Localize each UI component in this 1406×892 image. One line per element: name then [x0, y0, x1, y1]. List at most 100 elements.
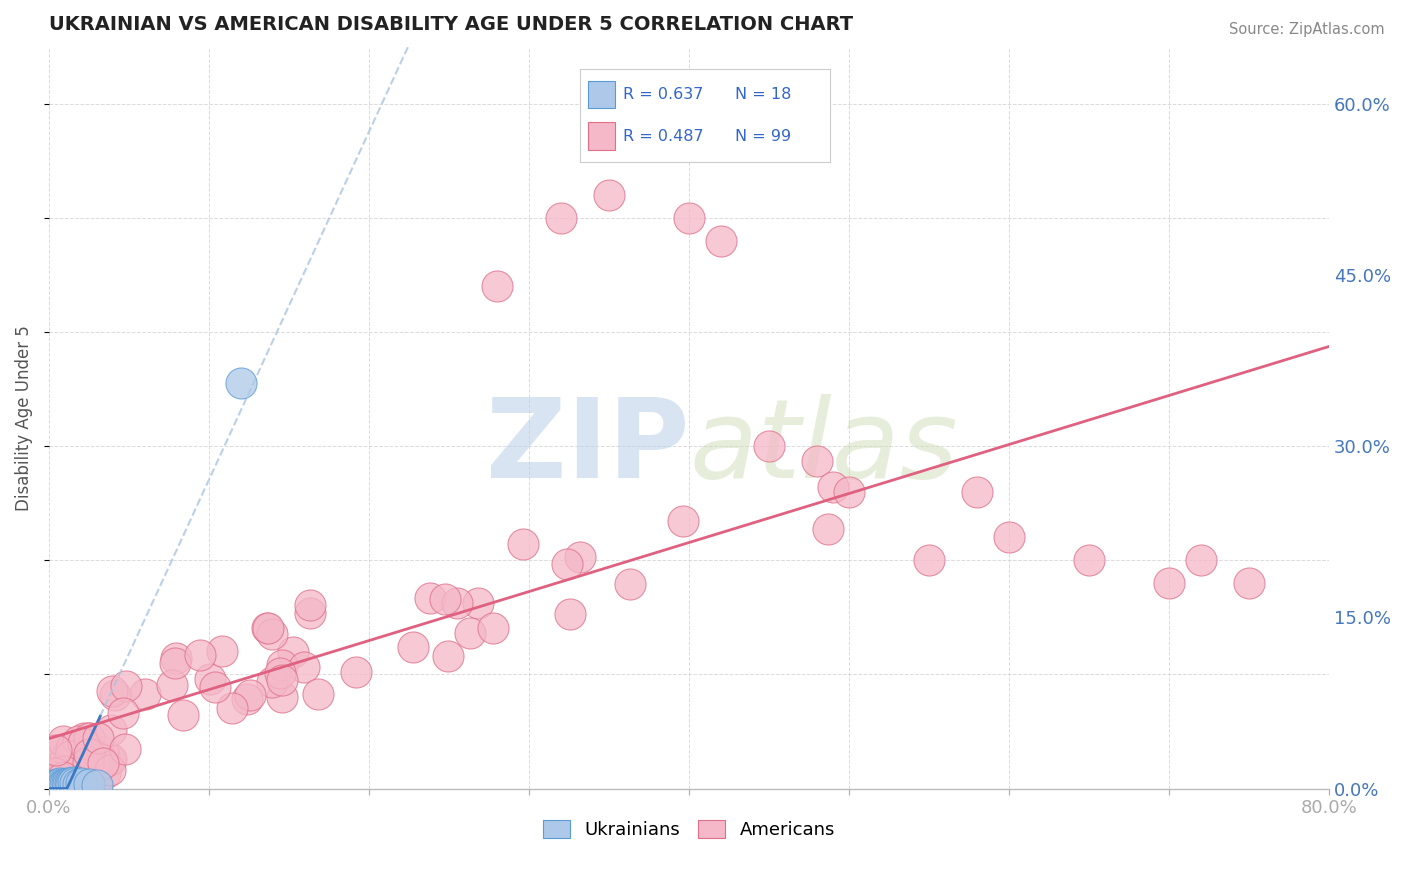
- Point: [77, 731, 100, 746]
- Point: [91, 745, 114, 759]
- Point: [257, 621, 280, 635]
- Point: [101, 684, 124, 698]
- Point: [239, 688, 262, 702]
- Point: [86, 778, 108, 792]
- Point: [52, 778, 75, 792]
- Point: [485, 279, 508, 293]
- Point: [446, 596, 468, 610]
- Point: [100, 723, 122, 738]
- Point: [72, 736, 94, 750]
- Point: [45, 756, 67, 771]
- Point: [235, 691, 257, 706]
- Point: [619, 577, 641, 591]
- Point: [512, 537, 534, 551]
- Point: [560, 607, 582, 622]
- Point: [55, 776, 77, 790]
- Point: [481, 621, 503, 635]
- Point: [45, 743, 67, 757]
- Point: [56, 777, 79, 791]
- Point: [59, 766, 82, 780]
- Point: [77, 741, 100, 756]
- Point: [298, 599, 321, 613]
- Point: [89, 751, 111, 765]
- Point: [59, 776, 82, 790]
- Point: [271, 690, 294, 704]
- Point: [70, 776, 93, 790]
- Point: [77, 747, 100, 761]
- Point: [823, 480, 845, 494]
- Point: [66, 777, 89, 791]
- Point: [98, 753, 121, 767]
- Point: [402, 640, 425, 655]
- Point: [550, 211, 572, 225]
- Point: [59, 741, 82, 756]
- Point: [271, 657, 294, 672]
- Point: [568, 549, 591, 564]
- Point: [44, 765, 66, 780]
- Point: [87, 731, 110, 746]
- Point: [63, 772, 86, 786]
- Point: [160, 678, 183, 692]
- Point: [86, 764, 108, 779]
- Point: [281, 645, 304, 659]
- Point: [434, 592, 457, 607]
- Point: [59, 748, 82, 763]
- Point: [221, 701, 243, 715]
- Point: [62, 774, 84, 789]
- Point: [49, 776, 72, 790]
- Point: [77, 777, 100, 791]
- Point: [67, 734, 90, 748]
- Point: [172, 708, 194, 723]
- Point: [557, 557, 579, 571]
- Point: [262, 627, 284, 641]
- Point: [63, 739, 86, 753]
- Point: [710, 234, 733, 248]
- Point: [42, 778, 65, 792]
- Point: [1157, 576, 1180, 591]
- Point: [73, 731, 96, 745]
- Point: [307, 687, 329, 701]
- Text: atlas: atlas: [689, 393, 957, 500]
- Point: [84, 758, 107, 772]
- Point: [188, 648, 211, 663]
- Point: [1189, 553, 1212, 567]
- Point: [51, 777, 73, 791]
- Point: [298, 607, 321, 621]
- Point: [94, 765, 117, 780]
- Point: [419, 591, 441, 606]
- Point: [53, 752, 76, 766]
- Point: [817, 522, 839, 536]
- Point: [165, 650, 187, 665]
- Point: [104, 688, 127, 702]
- Point: [200, 672, 222, 686]
- Point: [758, 439, 780, 453]
- Point: [60, 777, 83, 791]
- Point: [111, 706, 134, 720]
- Point: [48, 778, 70, 792]
- Point: [51, 770, 73, 784]
- Point: [229, 376, 252, 391]
- Point: [53, 777, 76, 791]
- Point: [98, 763, 121, 777]
- Point: [1078, 553, 1101, 567]
- Point: [53, 764, 76, 779]
- Text: ZIP: ZIP: [485, 393, 689, 500]
- Point: [598, 188, 620, 202]
- Y-axis label: Disability Age Under 5: Disability Age Under 5: [15, 325, 32, 510]
- Point: [966, 484, 988, 499]
- Point: [114, 742, 136, 756]
- Point: [437, 648, 460, 663]
- Text: UKRAINIAN VS AMERICAN DISABILITY AGE UNDER 5 CORRELATION CHART: UKRAINIAN VS AMERICAN DISABILITY AGE UND…: [49, 15, 853, 34]
- Point: [458, 626, 481, 640]
- Point: [211, 644, 233, 658]
- Point: [163, 657, 186, 671]
- Point: [344, 665, 367, 680]
- Point: [52, 734, 75, 748]
- Point: [269, 666, 291, 681]
- Point: [260, 675, 283, 690]
- Legend: Ukrainians, Americans: Ukrainians, Americans: [536, 813, 842, 847]
- Point: [806, 454, 828, 468]
- Point: [77, 756, 100, 770]
- Point: [998, 531, 1021, 545]
- Point: [292, 660, 315, 674]
